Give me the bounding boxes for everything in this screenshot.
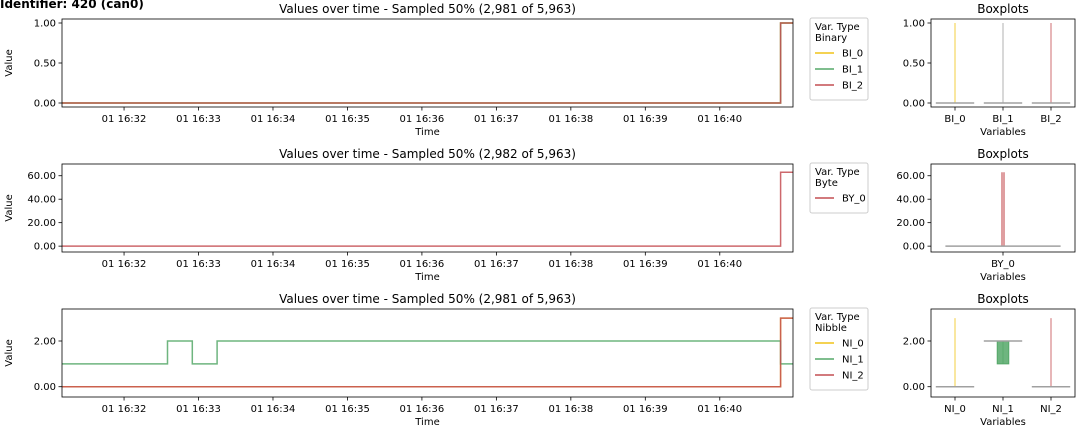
x-tick-label: BI_2 [1040, 114, 1061, 125]
y-tick-label: 0.00 [34, 242, 56, 253]
legend-title: Var. Type [815, 312, 860, 323]
series-line-bi-2 [62, 22, 793, 104]
legend-label: BI_2 [842, 81, 863, 92]
y-tick-label: 0.50 [903, 59, 925, 70]
x-tick-label: 01 16:39 [623, 404, 668, 415]
y-tick-label: 1.00 [34, 19, 56, 30]
x-tick-label: 01 16:33 [176, 259, 221, 270]
y-axis-label: Value [4, 49, 15, 76]
x-tick-label: 01 16:36 [400, 404, 445, 415]
box-body-ni-1 [996, 340, 1010, 365]
legend-label: BI_1 [842, 65, 863, 76]
y-tick-label: 40.00 [27, 195, 56, 206]
legend-label: BY_0 [842, 194, 866, 205]
x-tick-label: 01 16:35 [325, 114, 370, 125]
series-line-ni-0 [62, 317, 793, 388]
x-tick-label: BI_1 [992, 114, 1013, 125]
series-line-ni-1 [62, 340, 793, 365]
legend-box [809, 307, 869, 391]
chart-title: Values over time - Sampled 50% (2,981 of… [279, 292, 576, 306]
x-tick-label: 01 16:32 [102, 404, 147, 415]
x-axis-label: Variables [980, 417, 1026, 428]
chart-title: Boxplots [977, 147, 1029, 161]
legend-title: Var. Type [815, 167, 860, 178]
y-tick-label: 0.00 [34, 382, 56, 393]
x-tick-label: 01 16:37 [474, 114, 519, 125]
plot-frame [930, 308, 1076, 398]
x-tick-label: 01 16:38 [548, 259, 593, 270]
x-tick-label: 01 16:32 [102, 259, 147, 270]
y-tick-label: 60.00 [896, 171, 925, 182]
y-tick-label: 0.00 [903, 99, 925, 110]
y-tick-label: 60.00 [27, 171, 56, 182]
x-tick-label: 01 16:38 [548, 404, 593, 415]
legend-title: Byte [815, 178, 838, 189]
x-tick-label: 01 16:35 [325, 259, 370, 270]
series-line-by-0 [62, 171, 793, 247]
legend-label: NI_1 [842, 355, 864, 366]
chart-title: Values over time - Sampled 50% (2,981 of… [279, 2, 576, 16]
x-tick-label: 01 16:39 [623, 259, 668, 270]
x-tick-label: 01 16:33 [176, 114, 221, 125]
y-tick-label: 0.00 [903, 242, 925, 253]
plot-frame [930, 163, 1076, 253]
x-tick-label: 01 16:36 [400, 259, 445, 270]
y-tick-label: 0.00 [34, 99, 56, 110]
y-tick-label: 2.00 [34, 337, 56, 348]
y-tick-label: 20.00 [896, 218, 925, 229]
x-tick-label: BI_0 [944, 114, 965, 125]
legend-title: Var. Type [815, 22, 860, 33]
x-tick-label: 01 16:37 [474, 404, 519, 415]
legend-label: NI_2 [842, 371, 864, 382]
x-tick-label: 01 16:32 [102, 114, 147, 125]
x-tick-label: 01 16:40 [697, 114, 742, 125]
y-tick-label: 1.00 [903, 19, 925, 30]
x-tick-label: 01 16:33 [176, 404, 221, 415]
legend-box [809, 162, 869, 214]
series-line-bi-0 [62, 22, 793, 104]
x-tick-label: 01 16:34 [251, 114, 296, 125]
chart-title: Values over time - Sampled 50% (2,982 of… [279, 147, 576, 161]
plot-frame [61, 163, 794, 253]
x-tick-label: 01 16:40 [697, 259, 742, 270]
x-tick-label: 01 16:37 [474, 259, 519, 270]
x-tick-label: 01 16:40 [697, 404, 742, 415]
x-tick-label: 01 16:34 [251, 404, 296, 415]
y-tick-label: 40.00 [896, 195, 925, 206]
legend-label: BI_0 [842, 49, 863, 60]
x-axis-label: Time [414, 417, 439, 428]
y-tick-label: 2.00 [903, 337, 925, 348]
y-tick-label: 20.00 [27, 218, 56, 229]
plot-frame [61, 18, 794, 108]
x-axis-label: Time [414, 272, 439, 283]
x-axis-label: Variables [980, 272, 1026, 283]
x-tick-label: 01 16:36 [400, 114, 445, 125]
legend-label: NI_0 [842, 339, 864, 350]
x-axis-label: Variables [980, 127, 1026, 138]
x-tick-label: 01 16:38 [548, 114, 593, 125]
y-tick-label: 0.00 [903, 382, 925, 393]
page-title: Identifier: 420 (can0) [0, 0, 144, 11]
x-tick-label: 01 16:35 [325, 404, 370, 415]
x-tick-label: BY_0 [991, 259, 1015, 270]
plot-frame [61, 308, 794, 398]
legend-box [809, 17, 869, 101]
series-line-ni-2 [62, 317, 793, 388]
chart-title: Boxplots [977, 2, 1029, 16]
x-tick-label: NI_0 [944, 404, 966, 415]
x-tick-label: NI_1 [992, 404, 1014, 415]
y-axis-label: Value [4, 339, 15, 366]
y-tick-label: 0.50 [34, 59, 56, 70]
y-axis-label: Value [4, 194, 15, 221]
x-tick-label: 01 16:39 [623, 114, 668, 125]
legend-title: Binary [815, 33, 847, 44]
x-tick-label: 01 16:34 [251, 259, 296, 270]
x-axis-label: Time [414, 127, 439, 138]
series-line-bi-1 [62, 22, 793, 104]
chart-title: Boxplots [977, 292, 1029, 306]
x-tick-label: NI_2 [1040, 404, 1062, 415]
legend-title: Nibble [815, 323, 847, 334]
